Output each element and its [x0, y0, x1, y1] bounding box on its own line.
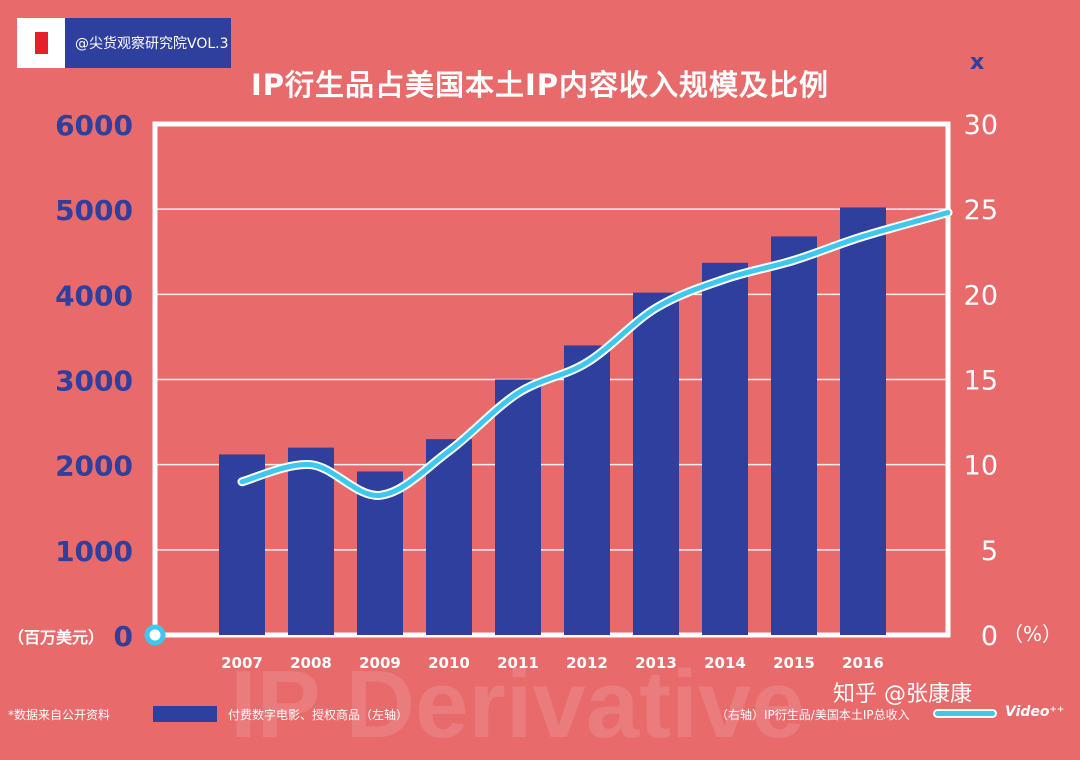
right-tick-label: 0: [981, 621, 998, 652]
bar: [633, 293, 679, 635]
data-source-note: *数据来自公开资料: [8, 706, 110, 723]
left-tick-label: 2000: [55, 450, 133, 483]
bar: [288, 448, 334, 635]
x-tick-label: 2012: [566, 654, 608, 672]
legend-bar-label: 付费数字电影、授权商品（左轴）: [228, 706, 408, 723]
bar: [564, 345, 610, 635]
left-tick-label: 0: [114, 620, 133, 653]
right-tick-label: 15: [964, 366, 998, 397]
right-axis-unit: （%）: [1003, 622, 1062, 646]
zhihu-watermark: 知乎 @张康康: [833, 676, 972, 708]
bar: [495, 380, 541, 636]
x-tick-label: 2008: [290, 654, 332, 672]
left-tick-label: 4000: [55, 279, 133, 312]
chart-canvas: 0 1000 2000 3000 4000 5000 6000 0 5 10 15 20 25 30 2…: [0, 0, 1080, 741]
left-axis-unit: （百万美元）: [8, 628, 104, 647]
legend-bar-swatch: [153, 706, 217, 722]
bar: [840, 207, 886, 635]
x-tick-label: 2013: [635, 654, 677, 672]
right-tick-label: 10: [964, 451, 998, 482]
right-axis-ticks: 0 5 10 15 20 25 30: [964, 110, 998, 652]
legend-line-swatch: [935, 711, 995, 716]
right-tick-label: 25: [964, 195, 998, 226]
left-tick-label: 3000: [55, 365, 133, 398]
right-tick-label: 30: [964, 110, 998, 141]
left-tick-label: 1000: [55, 535, 133, 568]
x-tick-label: 2011: [497, 654, 539, 672]
legend-line-label: （右轴）IP衍生品/美国本土IP总收入: [716, 706, 910, 723]
video-logo: Video⁺⁺: [1005, 704, 1064, 720]
x-tick-label: 2009: [359, 654, 401, 672]
left-axis-ticks: 0 1000 2000 3000 4000 5000 6000: [55, 109, 133, 653]
left-tick-label: 5000: [55, 194, 133, 227]
bar: [771, 236, 817, 635]
x-tick-label: 2016: [842, 654, 884, 672]
right-tick-label: 5: [981, 536, 998, 567]
x-axis-ticks: 2007 2008 2009 2010 2011 2012 2013 2014 2015 2016: [221, 654, 884, 672]
bar-series: [219, 207, 886, 635]
bar: [702, 263, 748, 635]
origin-marker: [147, 627, 163, 643]
x-tick-label: 2015: [773, 654, 815, 672]
x-tick-label: 2007: [221, 654, 263, 672]
x-tick-label: 2014: [704, 654, 746, 672]
left-tick-label: 6000: [55, 109, 133, 142]
x-tick-label: 2010: [428, 654, 470, 672]
right-tick-label: 20: [964, 280, 998, 311]
